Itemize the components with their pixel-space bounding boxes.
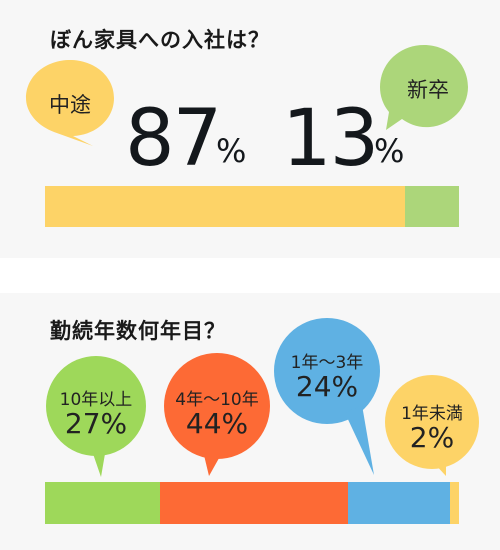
bar-segment-new-grad (405, 186, 459, 227)
new-grad-label: 新卒 (407, 78, 449, 102)
tenure-value-under1: 2% (409, 421, 455, 454)
tenure-value-10plus: 27% (64, 407, 128, 440)
new-grad-value: 13 (282, 94, 379, 184)
tenure-panel: 勤続年数何年目？ 10年以上 27% 4年～10年 44% 1年～3年 24% … (0, 293, 500, 550)
mid-career-bubble (26, 60, 114, 146)
tenure-label-under1: 1年未満 (401, 404, 463, 424)
bar-segment-mid-career (45, 186, 406, 227)
tenure-label-1to3: 1年～3年 (290, 353, 364, 373)
bar-segment-under1 (450, 482, 459, 524)
tenure-bubble-1to3 (274, 318, 380, 475)
tenure-value-4to10: 44% (185, 407, 249, 440)
tenure-value-1to3: 24% (295, 370, 359, 403)
bar-segment-10plus (45, 482, 161, 524)
mid-career-value: 87 (125, 94, 222, 184)
hire-type-title: ぼん家具への入社は？ (50, 28, 270, 52)
mid-career-label: 中途 (49, 93, 91, 117)
mid-career-unit: % (216, 132, 247, 170)
tenure-bubble-4to10 (164, 353, 270, 476)
bar-segment-1to3 (348, 482, 451, 524)
tenure-bubbles (46, 318, 479, 477)
tenure-label-10plus: 10年以上 (59, 390, 133, 410)
tenure-label-4to10: 4年～10年 (175, 390, 259, 410)
bar-segment-4to10 (160, 482, 349, 524)
new-grad-unit: % (374, 132, 405, 170)
tenure-bubble-10plus (46, 356, 146, 477)
hire-type-panel: ぼん家具への入社は？ 中途 新卒 87 % 13 % (0, 0, 500, 258)
tenure-title: 勤続年数何年目？ (50, 319, 226, 343)
tenure-bubble-under1 (385, 375, 479, 476)
new-grad-bubble (380, 45, 468, 130)
